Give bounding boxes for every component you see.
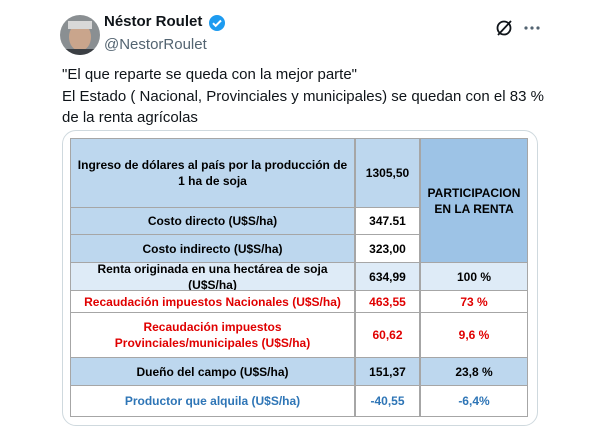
table-cell: Ingreso de dólares al país por la produc…	[70, 138, 355, 208]
table-cell: 151,37	[355, 357, 420, 386]
table-cell: 100 %	[420, 262, 528, 291]
table-cell: 463,55	[355, 290, 420, 313]
table-cell: 60,62	[355, 312, 420, 358]
table-cell: 23,8 %	[420, 357, 528, 386]
table-cell: 323,00	[355, 234, 420, 263]
table-cell: Recaudación impuestos Nacionales (U$S/ha…	[70, 290, 355, 313]
avatar[interactable]	[60, 15, 100, 55]
media-card[interactable]	[62, 130, 538, 426]
table-cell: 1305,50	[355, 138, 420, 208]
table-cell: 634,99	[355, 262, 420, 291]
grok-icon[interactable]	[494, 18, 514, 38]
table-cell: Productor que alquila (U$S/ha)	[70, 385, 355, 417]
more-icon[interactable]	[522, 18, 542, 38]
verified-badge	[209, 15, 225, 31]
table-cell: -40,55	[355, 385, 420, 417]
table-cell: 73 %	[420, 290, 528, 313]
table-cell: 347.51	[355, 207, 420, 235]
table-cell: -6,4%	[420, 385, 528, 417]
table-cell: Costo directo (U$S/ha)	[70, 207, 355, 235]
table-cell: Renta originada en una hectárea de soja …	[70, 262, 355, 292]
table-cell: PARTICIPACION EN LA RENTA	[420, 138, 528, 263]
table-cell: Recaudación impuestos Provinciales/munic…	[70, 312, 355, 358]
table-cell: Costo indirecto (U$S/ha)	[70, 234, 355, 263]
table-cell: Dueño del campo (U$S/ha)	[70, 357, 355, 386]
table-cell: 9,6 %	[420, 312, 528, 358]
author-handle[interactable]: @NestorRoulet	[104, 36, 207, 53]
post-text: El Estado ( Nacional, Provinciales y mun…	[62, 88, 544, 105]
post-text: de la renta agrícolas	[62, 109, 198, 126]
post-text: "El que reparte se queda con la mejor pa…	[62, 66, 357, 83]
author-name[interactable]: Néstor Roulet	[104, 13, 203, 30]
